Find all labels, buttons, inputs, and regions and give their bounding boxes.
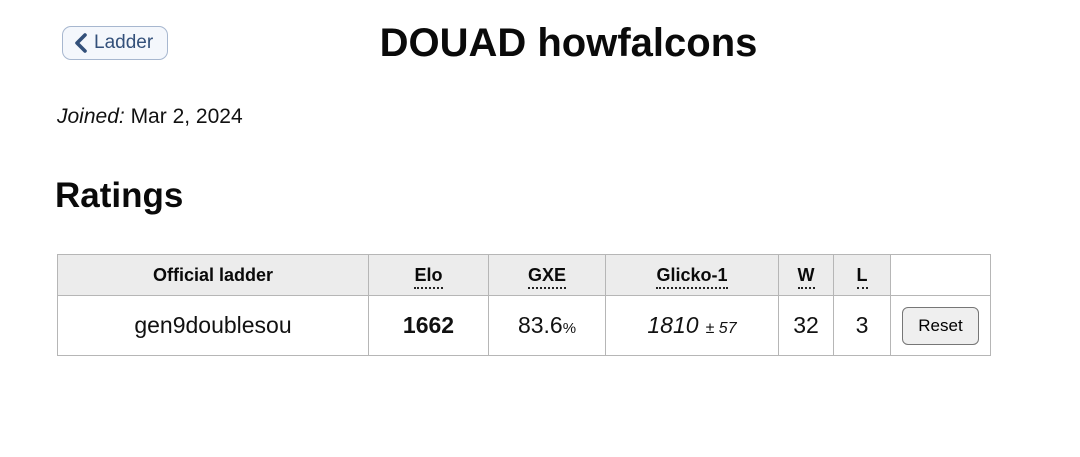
ladder-back-button[interactable]: Ladder (62, 26, 169, 60)
ratings-table: Official ladder Elo GXE Glicko-1 W L gen… (57, 254, 991, 356)
col-header-elo: Elo (368, 254, 489, 296)
elo-value: 1662 (368, 295, 489, 356)
reset-button[interactable]: Reset (902, 306, 979, 345)
top-bar: Ladder DOUAD howfalcons (0, 0, 1080, 63)
gxe-value: 83.6 (517, 312, 563, 338)
losses-value: 3 (833, 295, 891, 356)
col-header-wins: W (778, 254, 834, 296)
gxe-unit: % (562, 320, 577, 337)
ladder-back-label: Ladder (94, 32, 154, 53)
glicko-deviation: ± 57 (705, 320, 737, 337)
gxe-cell: 83.6% (488, 295, 606, 356)
col-header-losses: L (833, 254, 891, 296)
chevron-left-icon (73, 32, 89, 54)
joined-value: Mar 2, 2024 (130, 105, 243, 128)
glicko-value: 1810 (647, 312, 699, 338)
wins-value: 32 (778, 295, 834, 356)
joined-line: Joined: Mar 2, 2024 (57, 105, 1080, 129)
col-header-gxe: GXE (488, 254, 606, 296)
joined-label: Joined: (57, 105, 125, 128)
table-row: gen9doublesou 1662 83.6% 1810 ± 57 32 3 R… (57, 295, 991, 356)
col-header-official-ladder: Official ladder (57, 254, 369, 296)
ratings-heading: Ratings (55, 176, 184, 215)
table-header-row: Official ladder Elo GXE Glicko-1 W L (57, 254, 991, 296)
glicko-cell: 1810 ± 57 (605, 295, 779, 356)
format-name: gen9doublesou (57, 295, 369, 356)
col-header-actions (890, 254, 991, 296)
actions-cell: Reset (890, 295, 991, 356)
col-header-glicko: Glicko-1 (605, 254, 779, 296)
page-title: DOUAD howfalcons (379, 21, 758, 65)
